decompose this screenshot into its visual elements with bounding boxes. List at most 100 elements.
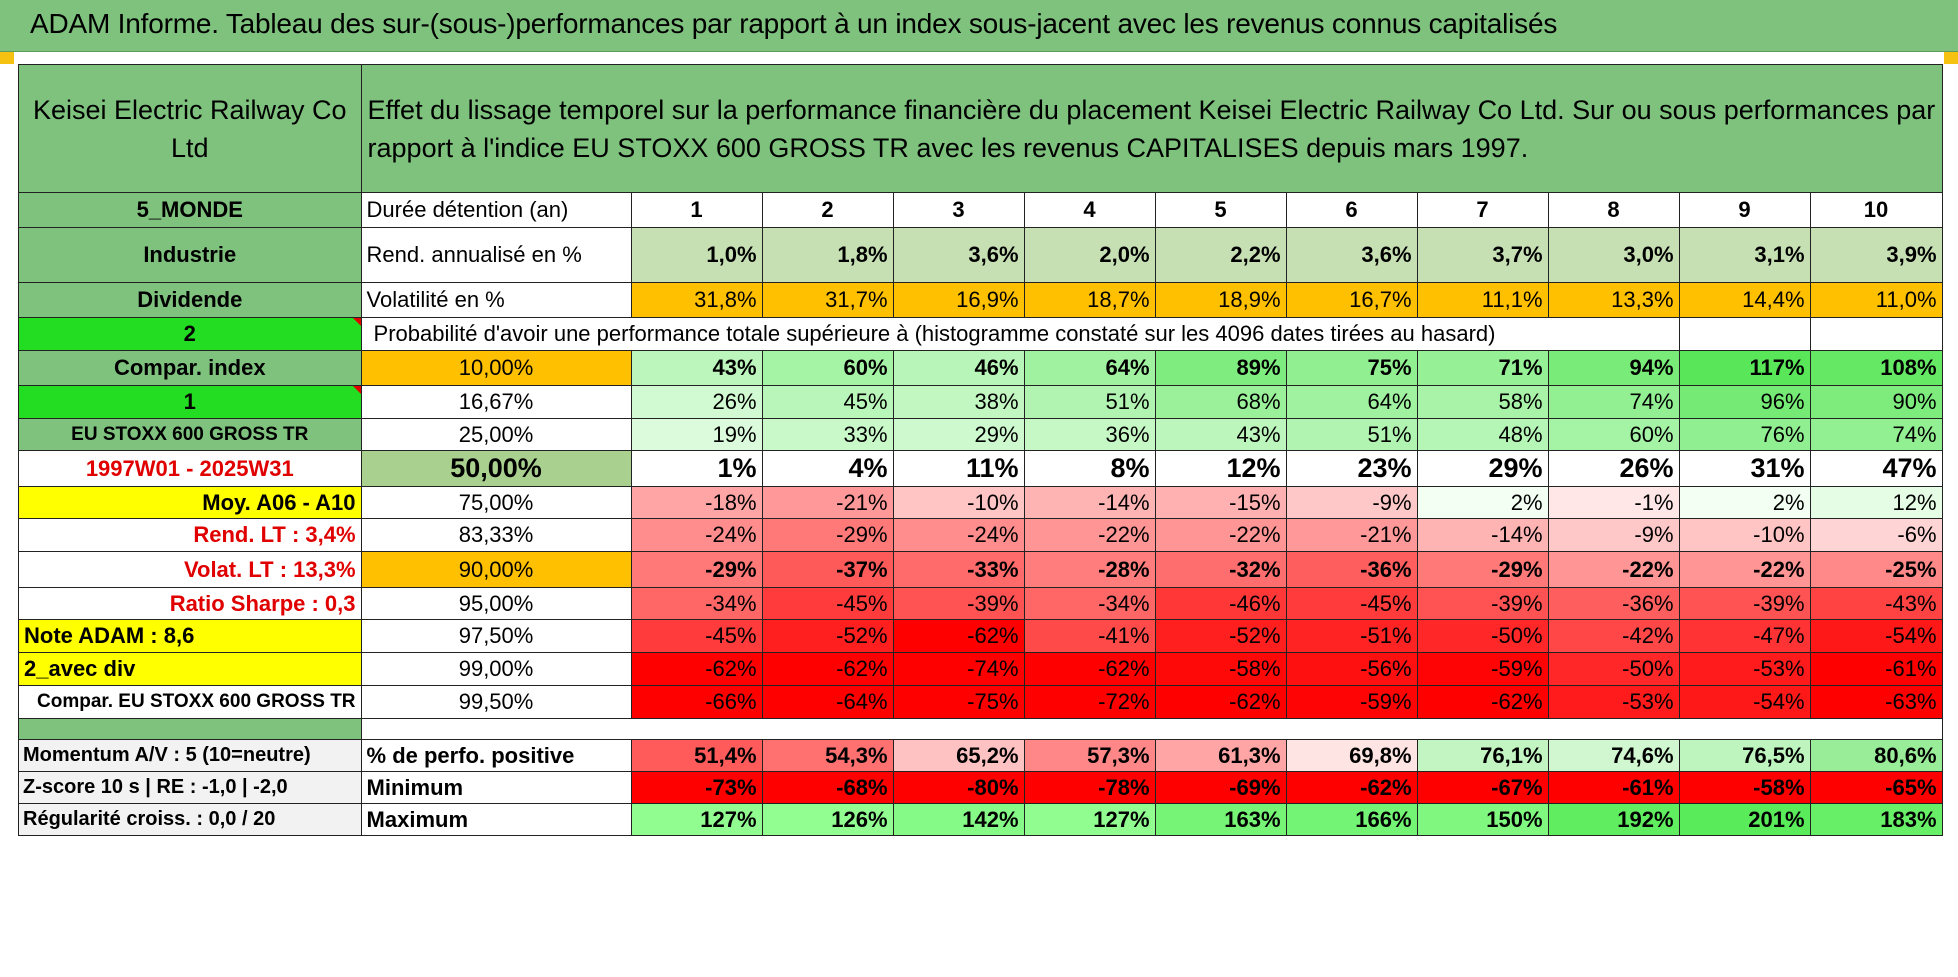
volatility-value: 14,4% bbox=[1678, 282, 1811, 318]
volatility-value: 31,8% bbox=[630, 282, 763, 318]
year-header-8: 8 bbox=[1547, 192, 1680, 228]
probability-value: -14% bbox=[1023, 486, 1156, 519]
probability-value: -9% bbox=[1547, 518, 1680, 552]
compar-index-label: Compar. index bbox=[18, 350, 362, 386]
probability-value: 45% bbox=[761, 385, 894, 419]
probability-row: EU STOXX 600 GROSS TR 25,00% 19% 33% 29% 36% 4… bbox=[18, 418, 1943, 451]
probability-value: -62% bbox=[1416, 685, 1549, 719]
annual-return-value: 2,0% bbox=[1023, 227, 1156, 283]
positive-performance-value: 74,6% bbox=[1547, 739, 1680, 772]
description-cell: Effet du lissage temporel sur la perform… bbox=[360, 64, 1943, 193]
probability-row: 1 16,67% 26% 45% 38% 51% 68% 64% 58% 74% 96% 90% bbox=[18, 385, 1943, 419]
report-banner: ADAM Informe. Tableau des sur-(sous-)per… bbox=[0, 0, 1958, 64]
annual-return-value: 3,6% bbox=[1285, 227, 1418, 283]
maximum-value: 192% bbox=[1547, 803, 1680, 836]
annual-return-value: 3,6% bbox=[892, 227, 1025, 283]
minimum-value: -73% bbox=[630, 771, 763, 804]
probability-value: 75% bbox=[1285, 350, 1418, 386]
probability-value: -29% bbox=[1416, 551, 1549, 588]
probability-value: -45% bbox=[761, 587, 894, 620]
probability-row: Compar. EU STOXX 600 GROSS TR 99,50% -66% -… bbox=[18, 685, 1943, 719]
probability-value: -45% bbox=[630, 619, 763, 653]
probability-value: -32% bbox=[1154, 551, 1287, 588]
probability-value: -39% bbox=[1416, 587, 1549, 620]
volatility-value: 13,3% bbox=[1547, 282, 1680, 318]
probability-value: 36% bbox=[1023, 418, 1156, 451]
probability-value: -42% bbox=[1547, 619, 1680, 653]
threshold-percent: 99,00% bbox=[360, 652, 632, 686]
probability-value: -62% bbox=[761, 652, 894, 686]
probability-value: -62% bbox=[1154, 685, 1287, 719]
probability-value: -46% bbox=[1154, 587, 1287, 620]
probability-value: 58% bbox=[1416, 385, 1549, 419]
long-term-volatility: Volat. LT : 13,3% bbox=[18, 551, 362, 588]
minimum-value: -80% bbox=[892, 771, 1025, 804]
probability-value: -66% bbox=[630, 685, 763, 719]
zscore-cell: Z-score 10 s | RE : -1,0 | -2,0 bbox=[18, 771, 362, 804]
probability-value: 74% bbox=[1547, 385, 1680, 419]
probability-value: 71% bbox=[1416, 350, 1549, 386]
threshold-percent: 50,00% bbox=[360, 450, 632, 487]
probability-value: -18% bbox=[630, 486, 763, 519]
probability-value: -22% bbox=[1023, 518, 1156, 552]
positive-performance-value: 69,8% bbox=[1285, 739, 1418, 772]
probability-value: -36% bbox=[1547, 587, 1680, 620]
probability-value: -63% bbox=[1809, 685, 1943, 719]
average-label: Moy. A06 - A10 bbox=[18, 486, 362, 519]
year-header-1: 1 bbox=[630, 192, 763, 228]
selector-cell-1[interactable]: 2 bbox=[18, 317, 362, 351]
probability-value: -62% bbox=[630, 652, 763, 686]
probability-value: -33% bbox=[892, 551, 1025, 588]
probability-value: 31% bbox=[1678, 450, 1811, 487]
probability-value: 12% bbox=[1809, 486, 1943, 519]
performance-table: Keisei Electric Railway Co Ltd Effet du … bbox=[18, 64, 1943, 836]
probability-row: Rend. LT : 3,4% 83,33% -24% -29% -24% -22% -22… bbox=[18, 518, 1943, 552]
threshold-percent: 10,00% bbox=[360, 350, 632, 386]
annual-return-value: 3,1% bbox=[1678, 227, 1811, 283]
probability-value: -21% bbox=[1285, 518, 1418, 552]
probability-row: Ratio Sharpe : 0,3 95,00% -34% -45% -39% -34%… bbox=[18, 587, 1943, 620]
probability-value: 2% bbox=[1416, 486, 1549, 519]
positive-perf-label: % de perfo. positive bbox=[360, 739, 632, 772]
probability-value: 94% bbox=[1547, 350, 1680, 386]
positive-performance-value: 65,2% bbox=[892, 739, 1025, 772]
maximum-value: 126% bbox=[761, 803, 894, 836]
threshold-percent: 99,50% bbox=[360, 685, 632, 719]
annual-return-value: 1,8% bbox=[761, 227, 894, 283]
selector-cell-2[interactable]: 1 bbox=[18, 385, 362, 419]
probability-value: -74% bbox=[892, 652, 1025, 686]
probability-value: 51% bbox=[1285, 418, 1418, 451]
probability-value: -29% bbox=[761, 518, 894, 552]
minimum-value: -69% bbox=[1154, 771, 1287, 804]
positive-performance-value: 57,3% bbox=[1023, 739, 1156, 772]
probability-value: 26% bbox=[630, 385, 763, 419]
probability-value: 47% bbox=[1809, 450, 1943, 487]
probability-value: -53% bbox=[1547, 685, 1680, 719]
stats-row: Z-score 10 s | RE : -1,0 | -2,0 Minimum -7… bbox=[18, 771, 1943, 804]
minimum-value: -61% bbox=[1547, 771, 1680, 804]
minimum-value: -62% bbox=[1285, 771, 1418, 804]
probability-value: -56% bbox=[1285, 652, 1418, 686]
maximum-value: 201% bbox=[1678, 803, 1811, 836]
probability-value: 8% bbox=[1023, 450, 1156, 487]
volatility-value: 11,1% bbox=[1416, 282, 1549, 318]
probability-value: 96% bbox=[1678, 385, 1811, 419]
probability-value: 38% bbox=[892, 385, 1025, 419]
probability-value: 51% bbox=[1023, 385, 1156, 419]
probability-value: 1% bbox=[630, 450, 763, 487]
threshold-percent: 83,33% bbox=[360, 518, 632, 552]
probability-value: -22% bbox=[1154, 518, 1287, 552]
momentum-cell: Momentum A/V : 5 (10=neutre) bbox=[18, 739, 362, 772]
minimum-value: -68% bbox=[761, 771, 894, 804]
year-header-9: 9 bbox=[1678, 192, 1811, 228]
comparison-index-long: Compar. EU STOXX 600 GROSS TR bbox=[18, 685, 362, 719]
probability-value: -54% bbox=[1809, 619, 1943, 653]
probability-value: 29% bbox=[892, 418, 1025, 451]
spacer-blank-cell bbox=[360, 718, 1943, 740]
probability-value: -24% bbox=[892, 518, 1025, 552]
annual-return-value: 3,0% bbox=[1547, 227, 1680, 283]
probability-value: -37% bbox=[761, 551, 894, 588]
probability-value: 60% bbox=[1547, 418, 1680, 451]
probability-value: -10% bbox=[1678, 518, 1811, 552]
probability-value: -75% bbox=[892, 685, 1025, 719]
